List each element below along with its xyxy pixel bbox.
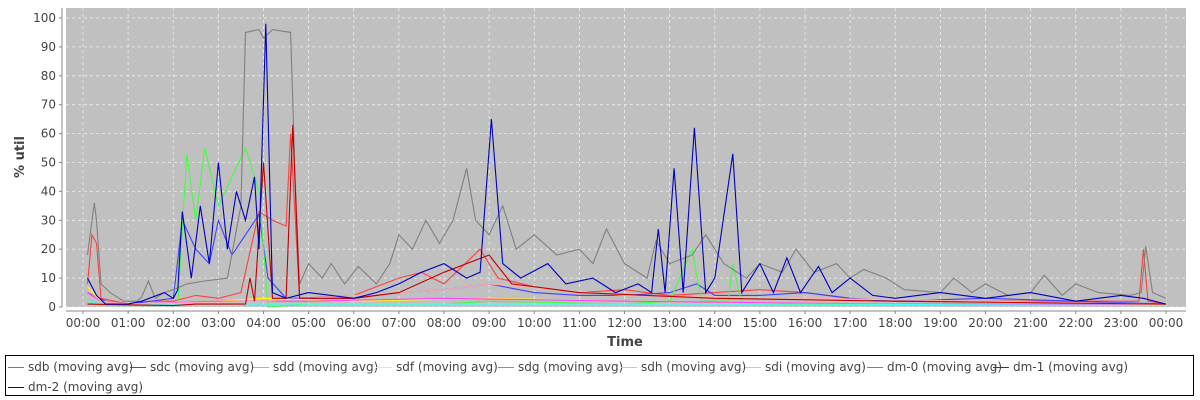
x-tick-label: 01:00: [111, 316, 146, 330]
legend-label: dm-1 (moving avg): [1013, 360, 1129, 374]
legend-swatch: [8, 367, 24, 368]
x-tick-label: 03:00: [201, 316, 236, 330]
x-tick-label: 17:00: [833, 316, 868, 330]
x-axis-label: Time: [607, 335, 643, 350]
legend-swatch: [253, 367, 269, 368]
legend-item: sdg (moving avg): [498, 360, 623, 374]
legend-label: sdg (moving avg): [518, 360, 624, 374]
legend-swatch: [993, 367, 1009, 368]
legend-item: sdb (moving avg): [8, 360, 133, 374]
x-tick-label: 00:00: [1149, 316, 1184, 330]
y-tick-label: 60: [41, 127, 56, 141]
y-tick-label: 70: [41, 98, 56, 112]
x-tick-label: 08:00: [427, 316, 462, 330]
legend-item: sdi (moving avg): [745, 360, 866, 374]
y-tick-label: 0: [48, 300, 56, 314]
x-tick-label: 11:00: [562, 316, 597, 330]
legend-item: sdf (moving avg): [376, 360, 498, 374]
x-tick-label: 05:00: [291, 316, 326, 330]
x-tick-label: 21:00: [1013, 316, 1048, 330]
x-tick-label: 00:00: [66, 316, 101, 330]
x-tick-label: 13:00: [652, 316, 687, 330]
y-tick-label: 90: [41, 40, 56, 54]
series-line-sdd: [87, 146, 1167, 308]
x-tick-label: 15:00: [743, 316, 778, 330]
legend-swatch: [130, 367, 146, 368]
legend-swatch: [745, 367, 761, 368]
legend-label: sdb (moving avg): [28, 360, 134, 374]
legend-swatch: [867, 367, 883, 368]
legend-swatch: [376, 367, 392, 368]
x-tick-label: 10:00: [517, 316, 552, 330]
legend-swatch: [8, 387, 24, 388]
x-tick-label: 04:00: [246, 316, 281, 330]
plot-area: 0 10 20 30 40 50 60 70 80 90 100 00:00 01:00 02:00 03:…: [13, 8, 1186, 350]
y-axis-label: % util: [13, 136, 28, 178]
legend-label: sdd (moving avg): [273, 360, 379, 374]
legend-label: sdi (moving avg): [765, 360, 866, 374]
x-tick-label: 20:00: [968, 316, 1003, 330]
y-tick-label: 100: [33, 11, 56, 25]
x-tick-label: 16:00: [788, 316, 823, 330]
x-tick-label: 02:00: [156, 316, 191, 330]
x-tick-label: 14:00: [697, 316, 732, 330]
y-tick-label: 30: [41, 213, 56, 227]
x-tick-label: 06:00: [336, 316, 371, 330]
legend-label: sdh (moving avg): [641, 360, 747, 374]
legend-item: sdh (moving avg): [621, 360, 746, 374]
x-tick-label: 09:00: [472, 316, 507, 330]
series-line-dm-0: [86, 28, 1167, 302]
legend-label: sdf (moving avg): [396, 360, 498, 374]
y-tick-label: 50: [41, 156, 56, 170]
legend: sdb (moving avg) sdc (moving avg) sdd (mov…: [5, 355, 1194, 396]
x-tick-label: 07:00: [382, 316, 417, 330]
legend-swatch: [498, 367, 514, 368]
y-tick-label: 40: [41, 184, 56, 198]
x-tick-label: 22:00: [1058, 316, 1093, 330]
x-tick-label: 18:00: [878, 316, 913, 330]
series-line-dm-1: [87, 124, 1167, 307]
y-tick-label: 80: [41, 69, 56, 83]
x-tick-label: 12:00: [607, 316, 642, 330]
legend-label: dm-2 (moving avg): [28, 380, 144, 394]
x-tick-label: 19:00: [923, 316, 958, 330]
series-line-sdi: [87, 283, 1167, 305]
series-line-sdh: [87, 300, 1167, 307]
legend-item: sdc (moving avg): [130, 360, 254, 374]
plot-background: [66, 8, 1186, 307]
series-line-dm-2: [87, 23, 1167, 305]
legend-item: sdd (moving avg): [253, 360, 378, 374]
y-tick-label: 20: [41, 242, 56, 256]
x-tick-label: 23:00: [1104, 316, 1139, 330]
y-tick-label: 10: [41, 271, 56, 285]
legend-label: dm-0 (moving avg): [887, 360, 1003, 374]
legend-swatch: [621, 367, 637, 368]
legend-item: dm-0 (moving avg): [867, 360, 1002, 374]
legend-item: dm-2 (moving avg): [8, 380, 143, 394]
legend-item: dm-1 (moving avg): [993, 360, 1128, 374]
legend-label: sdc (moving avg): [150, 360, 255, 374]
